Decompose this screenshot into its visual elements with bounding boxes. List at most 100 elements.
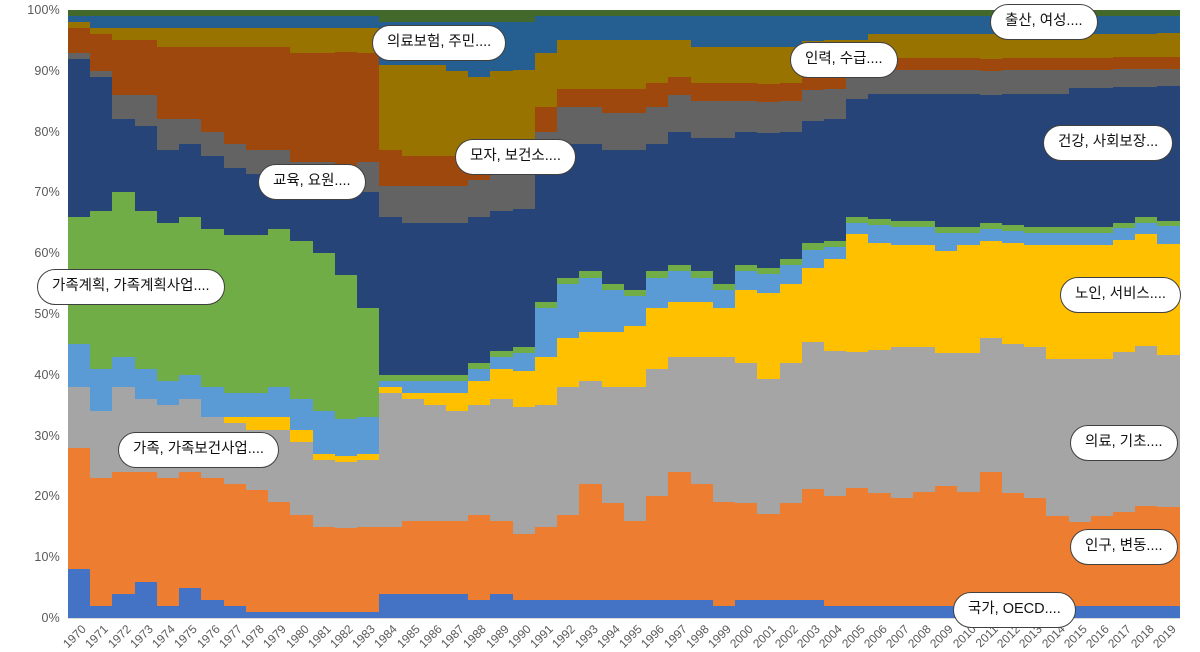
year-column[interactable] bbox=[646, 10, 669, 618]
year-column[interactable] bbox=[334, 10, 358, 618]
series-segment bbox=[379, 386, 402, 394]
year-column[interactable] bbox=[490, 10, 513, 618]
series-segment bbox=[245, 234, 269, 394]
year-column[interactable] bbox=[512, 10, 535, 618]
series-segment bbox=[912, 605, 936, 618]
series-segment bbox=[1024, 58, 1047, 71]
series-segment bbox=[68, 569, 91, 618]
series-segment bbox=[268, 46, 291, 150]
year-column[interactable] bbox=[68, 10, 91, 618]
year-column[interactable] bbox=[912, 10, 936, 618]
year-column[interactable] bbox=[779, 10, 802, 618]
series-segment bbox=[623, 295, 647, 327]
series-segment bbox=[979, 472, 1002, 606]
year-column[interactable] bbox=[712, 10, 736, 618]
series-callout-1[interactable]: 가족, 가족보건사업.... bbox=[118, 432, 279, 468]
series-segment bbox=[112, 472, 135, 594]
series-callout-8[interactable]: 노인, 서비스.... bbox=[1060, 277, 1181, 313]
year-column[interactable] bbox=[156, 10, 180, 618]
year-column[interactable] bbox=[1113, 10, 1136, 618]
year-column[interactable] bbox=[201, 10, 224, 618]
year-column[interactable] bbox=[1046, 10, 1069, 618]
series-segment bbox=[223, 417, 246, 424]
series-segment bbox=[690, 301, 713, 357]
year-column[interactable] bbox=[357, 10, 380, 618]
year-column[interactable] bbox=[468, 10, 491, 618]
series-segment bbox=[779, 83, 802, 102]
series-segment bbox=[201, 16, 224, 29]
year-column[interactable] bbox=[935, 10, 958, 618]
year-column[interactable] bbox=[179, 10, 202, 618]
series-callout-0[interactable]: 가족계획, 가족계획사업.... bbox=[37, 269, 225, 305]
year-column[interactable] bbox=[134, 10, 157, 618]
series-callout-6[interactable]: 출산, 여성.... bbox=[990, 4, 1098, 40]
series-callout-9[interactable]: 의료, 기초.... bbox=[1070, 425, 1178, 461]
year-column[interactable] bbox=[1024, 10, 1047, 618]
series-segment bbox=[490, 399, 513, 521]
year-column[interactable] bbox=[868, 10, 891, 618]
year-column[interactable] bbox=[890, 10, 913, 618]
series-segment bbox=[579, 599, 602, 618]
year-column[interactable] bbox=[623, 10, 647, 618]
series-segment bbox=[979, 338, 1002, 473]
series-callout-11[interactable]: 국가, OECD.... bbox=[953, 592, 1076, 628]
series-segment bbox=[357, 192, 380, 308]
series-segment bbox=[68, 58, 91, 217]
year-column[interactable] bbox=[445, 10, 469, 618]
year-column[interactable] bbox=[379, 10, 402, 618]
year-column[interactable] bbox=[1135, 10, 1158, 618]
series-segment bbox=[1135, 216, 1158, 223]
series-callout-5[interactable]: 인력, 수급.... bbox=[790, 42, 898, 78]
year-column[interactable] bbox=[690, 10, 713, 618]
series-segment bbox=[979, 222, 1002, 229]
series-callout-7[interactable]: 건강, 사회보장... bbox=[1043, 125, 1174, 161]
series-segment bbox=[245, 16, 269, 29]
year-column[interactable] bbox=[823, 10, 847, 618]
series-segment bbox=[201, 386, 224, 418]
year-column[interactable] bbox=[534, 10, 558, 618]
series-segment bbox=[401, 186, 424, 223]
series-callout-4[interactable]: 모자, 보건소.... bbox=[455, 139, 576, 175]
year-column[interactable] bbox=[223, 10, 246, 618]
series-segment bbox=[779, 16, 802, 47]
year-column[interactable] bbox=[1090, 10, 1114, 618]
year-column[interactable] bbox=[601, 10, 624, 618]
year-column[interactable] bbox=[245, 10, 269, 618]
year-column[interactable] bbox=[579, 10, 602, 618]
series-segment bbox=[912, 34, 936, 59]
year-column[interactable] bbox=[1157, 10, 1180, 618]
year-column[interactable] bbox=[757, 10, 780, 618]
series-segment bbox=[779, 362, 802, 503]
series-segment bbox=[334, 419, 358, 456]
year-column[interactable] bbox=[557, 10, 580, 618]
series-segment bbox=[179, 46, 202, 120]
series-segment bbox=[935, 353, 958, 486]
series-segment bbox=[468, 76, 491, 150]
series-segment bbox=[112, 119, 135, 193]
year-column[interactable] bbox=[846, 10, 869, 618]
series-callout-10[interactable]: 인구, 변동.... bbox=[1070, 529, 1178, 565]
series-callout-3[interactable]: 의료보험, 주민.... bbox=[372, 25, 507, 61]
year-column[interactable] bbox=[112, 10, 135, 618]
year-column[interactable] bbox=[401, 10, 424, 618]
year-column[interactable] bbox=[1068, 10, 1091, 618]
series-segment bbox=[423, 186, 446, 223]
series-segment bbox=[468, 362, 491, 369]
series-callout-2[interactable]: 교육, 요원.... bbox=[258, 164, 366, 200]
year-column[interactable] bbox=[1001, 10, 1025, 618]
year-column[interactable] bbox=[801, 10, 824, 618]
year-column[interactable] bbox=[668, 10, 691, 618]
year-column[interactable] bbox=[423, 10, 446, 618]
year-column[interactable] bbox=[90, 10, 113, 618]
year-column[interactable] bbox=[312, 10, 335, 618]
year-column[interactable] bbox=[290, 10, 313, 618]
year-column[interactable] bbox=[268, 10, 291, 618]
series-segment bbox=[735, 10, 758, 17]
series-segment bbox=[134, 581, 157, 618]
series-segment bbox=[623, 16, 647, 41]
series-segment bbox=[601, 283, 624, 290]
year-column[interactable] bbox=[735, 10, 758, 618]
year-column[interactable] bbox=[957, 10, 980, 618]
year-column[interactable] bbox=[979, 10, 1002, 618]
series-segment bbox=[757, 513, 780, 600]
